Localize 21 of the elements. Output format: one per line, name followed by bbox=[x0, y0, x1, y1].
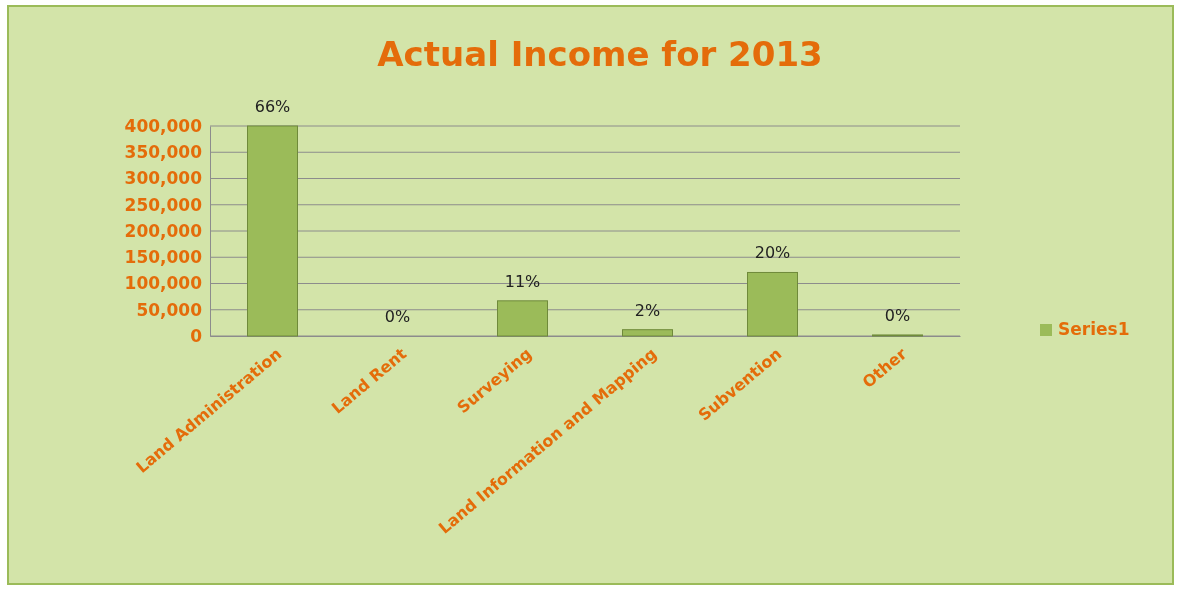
bar bbox=[497, 300, 548, 337]
chart-title: Actual Income for 2013 bbox=[377, 34, 823, 74]
y-tick-label: 50,000 bbox=[136, 299, 203, 320]
annotation: 66% bbox=[254, 97, 291, 116]
annotation: 20% bbox=[754, 243, 791, 263]
y-tick-label: 0 bbox=[190, 325, 203, 346]
annotation: 11% bbox=[504, 271, 541, 291]
bar bbox=[747, 271, 798, 337]
annotation: 2% bbox=[634, 300, 661, 320]
y-tick-label: 300,000 bbox=[124, 168, 203, 189]
y-tick-label: 100,000 bbox=[124, 273, 203, 294]
legend-label: Series1 bbox=[1058, 319, 1130, 339]
bar bbox=[622, 329, 673, 337]
bar bbox=[247, 125, 298, 337]
y-tick-label: 250,000 bbox=[124, 194, 203, 215]
annotation: 0% bbox=[384, 307, 411, 326]
y-tick-label: 200,000 bbox=[124, 220, 203, 241]
y-tick-label: 400,000 bbox=[124, 115, 203, 136]
annotation: 0% bbox=[884, 305, 911, 325]
y-tick-label: 150,000 bbox=[124, 247, 203, 268]
y-tick-label: 350,000 bbox=[124, 142, 203, 163]
